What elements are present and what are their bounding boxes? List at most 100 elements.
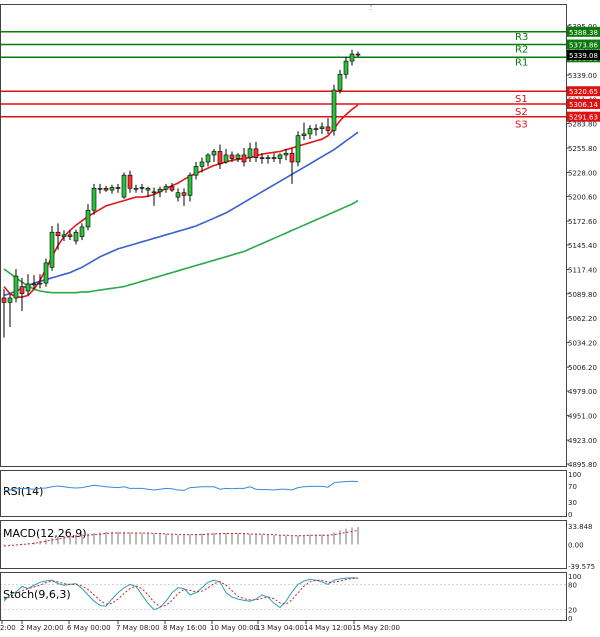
y-tick-label: 5062.20 [568, 315, 597, 323]
candle-bull [319, 126, 325, 129]
level-price-box [567, 111, 600, 122]
candle-bull [277, 154, 283, 159]
macd-y-tick-label: 0.00 [568, 541, 584, 549]
level-price-box [567, 86, 600, 97]
candle-bear [181, 192, 187, 196]
candle-bear [271, 157, 277, 159]
candle-bull [157, 188, 163, 193]
panel-frame-0 [0, 4, 567, 467]
stoch-y-tick-label: 100 [568, 573, 581, 581]
rsi-y-tick-label: 70 [568, 483, 577, 491]
candle-bull [199, 161, 205, 167]
level-price-box [567, 98, 600, 109]
macd-title: MACD(12,26,9) [3, 527, 87, 540]
rsi-title: RSI(14) [3, 485, 43, 498]
candle-bear [259, 157, 265, 159]
level-name-s1: S1 [515, 94, 528, 105]
candle-bull [79, 226, 85, 237]
rsi-y-tick-label: 100 [568, 471, 581, 479]
y-tick-label: 4895.80 [568, 461, 597, 469]
ma-blue-line [3, 131, 359, 297]
candle-bull [109, 187, 115, 191]
panel-frame-1 [0, 470, 567, 517]
candle-bull [133, 188, 139, 190]
level-name-s3: S3 [515, 120, 528, 131]
candle-bull [295, 135, 301, 163]
candle-bull [283, 152, 289, 156]
candle-bear [217, 151, 223, 165]
candle-bull [91, 188, 97, 211]
candle-bull [25, 283, 31, 292]
level-name-r1: R1 [515, 57, 528, 68]
macd-y-tick-label: 33.848 [568, 523, 593, 531]
candle-bull [247, 148, 253, 158]
candle-bear [67, 234, 73, 237]
level-price-label: 5388.38 [569, 29, 598, 37]
candle-bull [37, 282, 43, 285]
x-tick-label: 10 May 00:00 [210, 624, 258, 632]
candle-bull [31, 283, 37, 286]
y-tick-label: 5339.00 [568, 72, 597, 80]
y-tick-label: 5006.20 [568, 364, 597, 372]
candle-bear [1, 297, 7, 303]
y-tick-label: 5228.00 [568, 170, 597, 178]
level-price-label: 5291.63 [569, 114, 598, 122]
candle-bull [13, 275, 19, 299]
candle-bull [307, 128, 313, 135]
level-name-s2: S2 [515, 107, 528, 118]
rsi-y-tick-label: 0 [568, 511, 572, 519]
level-name-r3: R3 [515, 32, 528, 43]
candle-bull [193, 166, 199, 176]
panel-frame-2 [0, 520, 567, 569]
x-tick-label: 6 May 00:00 [67, 624, 111, 632]
candle-bull [349, 53, 355, 62]
ma-green-line [3, 199, 359, 294]
level-price-label: 5320.65 [569, 88, 598, 96]
candle-bull [43, 262, 49, 284]
level-price-box [567, 26, 600, 37]
candle-bear [127, 174, 133, 189]
current-price-box [567, 49, 600, 60]
candle-bull [235, 154, 241, 159]
x-tick-label: 14 May 12:00 [304, 624, 352, 632]
candle-bull [151, 191, 157, 194]
stoch-d-line [3, 577, 359, 608]
candle-bull [301, 133, 307, 136]
candle-bull [211, 151, 217, 156]
level-price-label: 5306.14 [569, 101, 598, 109]
candle-bear [169, 186, 175, 191]
rsi-y-tick-label: 30 [568, 499, 577, 507]
candle-bull [265, 157, 271, 159]
y-tick-label: 4923.00 [568, 437, 597, 445]
x-tick-label: 7 May 08:00 [116, 624, 160, 632]
level-price-label: 5373.86 [569, 42, 598, 50]
stoch-title: Stoch(9,6,3) [3, 588, 71, 601]
candle-bull [337, 73, 343, 91]
macd-signal-line [3, 529, 359, 547]
candle-bear [289, 152, 295, 163]
x-tick-label: 13 May 04:00 [256, 624, 304, 632]
candle-bull [313, 128, 319, 130]
candle-bull [61, 234, 67, 237]
candle-bear [253, 148, 259, 158]
x-tick-label: 8 May 16:00 [163, 624, 207, 632]
level-name-r2: R2 [515, 45, 528, 56]
level-price-box [567, 39, 600, 50]
candle-bull [121, 174, 127, 198]
candle-bull [187, 174, 193, 196]
y-tick-label: 5089.80 [568, 291, 597, 299]
candle-bear [103, 188, 109, 191]
candle-bull [73, 231, 79, 242]
candle-bear [19, 286, 25, 294]
stoch-y-tick-label: 0 [568, 615, 572, 623]
candle-bull [139, 187, 145, 189]
candle-bull [85, 209, 91, 228]
stoch-y-tick-label: 20 [568, 607, 577, 615]
y-tick-label: 5145.40 [568, 242, 597, 250]
y-tick-label: 5255.80 [568, 145, 597, 153]
candle-bull [97, 188, 103, 190]
candle-bull [331, 89, 337, 131]
y-tick-label: 5034.20 [568, 340, 597, 348]
candle-bull [7, 297, 13, 303]
